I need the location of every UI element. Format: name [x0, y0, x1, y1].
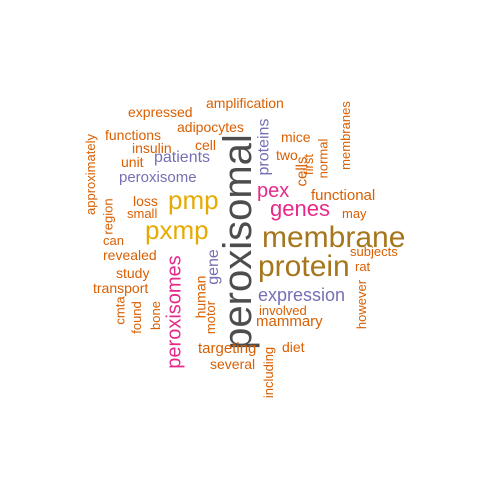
word-may: may — [342, 206, 367, 221]
word-loss: loss — [133, 193, 158, 209]
word-adipocytes: adipocytes — [177, 119, 244, 135]
word-transport: transport — [93, 280, 149, 296]
word-pxmp: pxmp — [145, 215, 209, 245]
word-pex: pex — [257, 180, 290, 202]
word-expression: expression — [258, 285, 346, 305]
word-approximately: approximately — [82, 134, 98, 215]
word-first: first — [300, 154, 316, 175]
word-pmp: pmp — [168, 185, 219, 215]
word-mammary: mammary — [256, 313, 323, 330]
word-peroxisomal: peroxisomal — [215, 134, 260, 350]
word-however: however — [354, 279, 370, 330]
word-targeting: targeting — [198, 340, 257, 357]
word-including: including — [261, 346, 277, 399]
word-peroxisome: peroxisome — [119, 169, 197, 186]
word-genes: genes — [270, 196, 330, 221]
word-unit: unit — [121, 154, 144, 170]
word-insulin: insulin — [132, 140, 172, 156]
word-protein: protein — [258, 250, 350, 283]
word-membranes: membranes — [337, 101, 353, 170]
word-functional: functional — [311, 187, 376, 204]
word-several: several — [210, 356, 256, 372]
word-membrane: membrane — [262, 221, 406, 254]
word-subjects: subjects — [350, 244, 398, 259]
word-revealed: revealed — [103, 247, 157, 263]
word-peroxisomes: peroxisomes — [163, 255, 186, 369]
word-motor: motor — [203, 300, 219, 335]
word-involved: involved — [259, 303, 307, 318]
word-found: found — [128, 301, 144, 334]
word-expressed: expressed — [128, 104, 193, 120]
word-patients: patients — [154, 149, 211, 166]
word-normal: normal — [315, 138, 331, 179]
word-two: two — [276, 147, 298, 163]
word-rat: rat — [355, 259, 371, 274]
word-diet: diet — [282, 339, 305, 355]
word-region: region — [100, 198, 116, 235]
word-cmta: cmta — [112, 296, 128, 325]
word-proteins: proteins — [255, 118, 273, 176]
word-bone: bone — [147, 301, 163, 330]
word-can: can — [103, 233, 124, 248]
word-amplification: amplification — [206, 95, 284, 111]
word-small: small — [127, 206, 158, 221]
word-cell: cell — [195, 137, 217, 153]
word-mice: mice — [281, 129, 311, 145]
word-functions: functions — [105, 127, 162, 143]
word-study: study — [116, 265, 150, 281]
